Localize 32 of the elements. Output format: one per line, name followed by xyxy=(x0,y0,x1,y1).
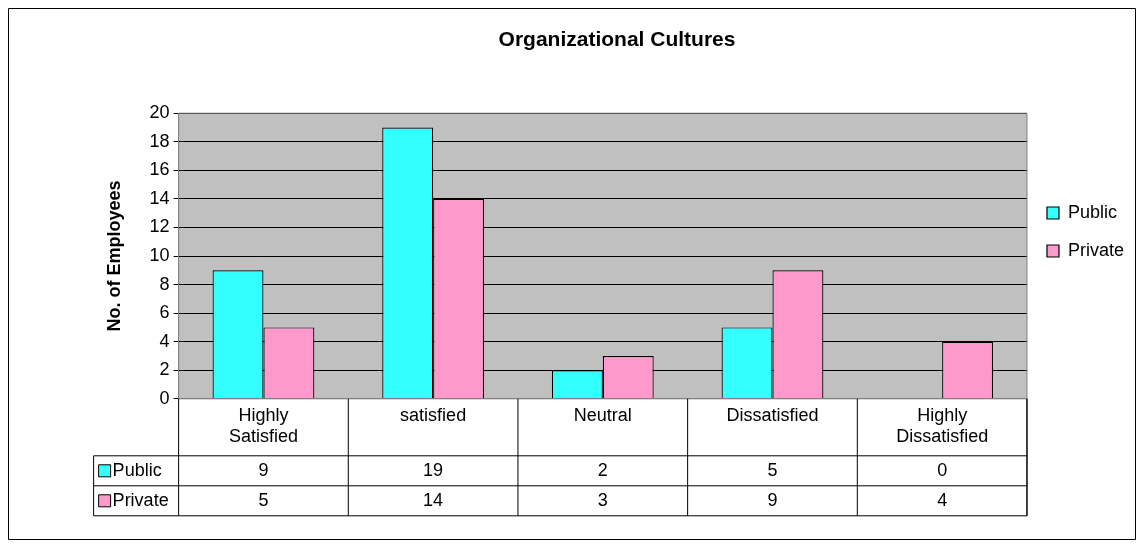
y-tick-label: 16 xyxy=(149,159,170,180)
y-tick-label: 8 xyxy=(159,273,170,294)
data-label: 5 xyxy=(258,489,269,510)
y-tick-label: 20 xyxy=(149,102,170,123)
y-tick-label: 0 xyxy=(159,387,170,408)
legend-label: Private xyxy=(1067,239,1125,260)
legend-label: Public xyxy=(112,459,162,480)
data-label: 2 xyxy=(597,459,608,480)
y-tick-label: 12 xyxy=(149,216,170,237)
chart-title: Organizational Cultures xyxy=(498,27,736,51)
x-tick-label: satisfied xyxy=(400,404,467,425)
data-label: 4 xyxy=(937,489,948,510)
x-tick-label: Dissatisfied xyxy=(726,404,819,425)
y-axis-title: No. of Employees xyxy=(103,180,124,332)
data-label: 0 xyxy=(937,459,948,480)
data-label: 19 xyxy=(423,459,444,480)
y-tick-label: 18 xyxy=(149,130,170,151)
data-label: 9 xyxy=(258,459,269,480)
text: Private xyxy=(112,489,169,510)
y-tick-label: 6 xyxy=(159,302,170,323)
data-label: 9 xyxy=(767,489,778,510)
y-tick-label: 14 xyxy=(149,187,170,208)
x-tick-label: Highly Dissatisfied xyxy=(896,404,989,447)
data-label: 3 xyxy=(597,489,608,510)
data-label: 5 xyxy=(767,459,778,480)
y-tick-label: 10 xyxy=(149,244,170,265)
text: Public xyxy=(1067,201,1118,222)
data-label: 14 xyxy=(423,489,444,510)
x-tick-label: Highly Satisfied xyxy=(228,404,298,447)
y-tick-label: 2 xyxy=(159,359,170,380)
x-tick-label: Neutral xyxy=(573,404,632,425)
y-tick-label: 4 xyxy=(159,330,170,351)
